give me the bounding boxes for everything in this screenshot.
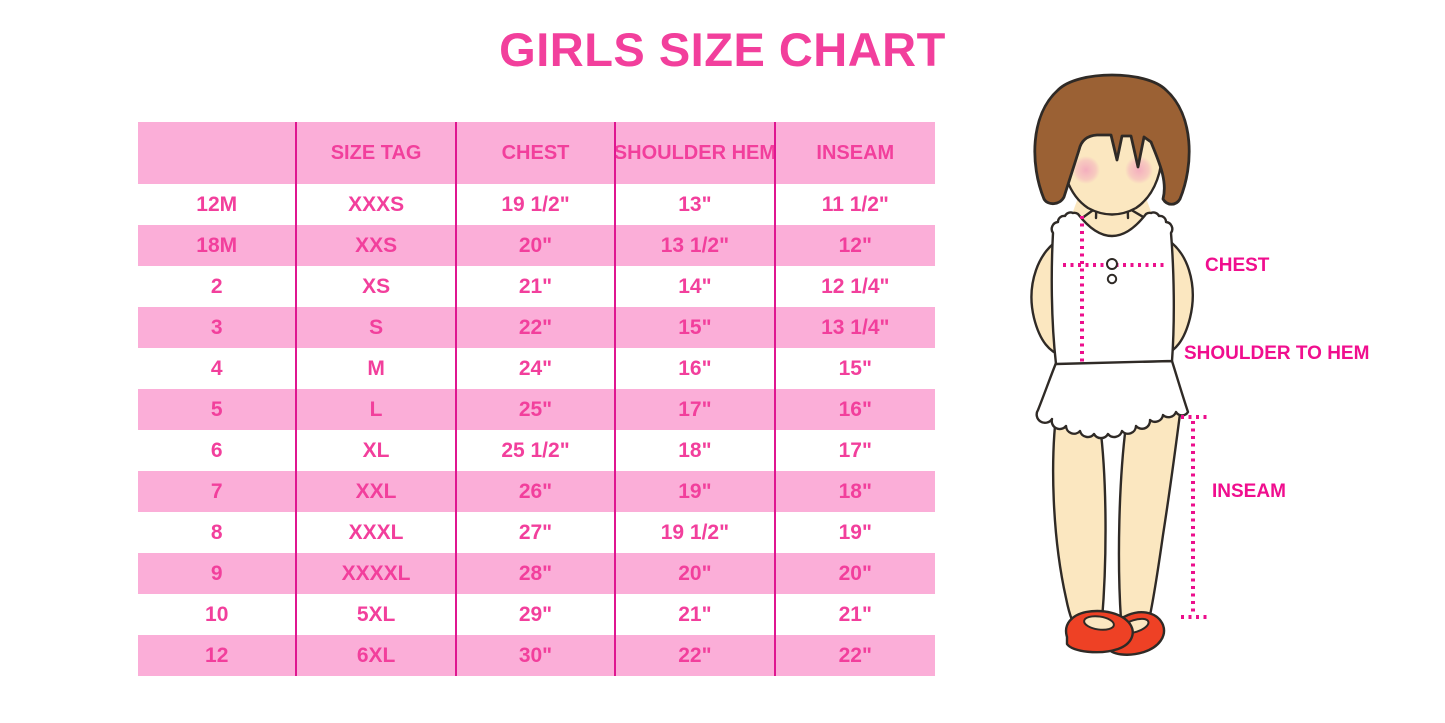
- measurement-cell: 18": [838, 479, 872, 503]
- size-row-7: 7 XXL 26" 19" 18": [138, 471, 935, 512]
- size-row-8: 8 XXXL 27" 19 1/2" 19": [138, 512, 935, 553]
- bodice-top: [1050, 211, 1176, 366]
- measurement-cell: 13": [616, 184, 776, 225]
- measurement-cell: XL: [297, 430, 457, 471]
- measurement-cell: 13 1/2": [616, 225, 776, 266]
- age-size-cell: 8: [138, 512, 298, 553]
- girl-measurement-illustration: CHEST SHOULDER TO HEM INSEAM: [960, 55, 1445, 723]
- column-header-size-tag: SIZE TAG: [297, 122, 457, 184]
- measurement-cell: 29": [457, 594, 617, 635]
- measurement-cell: 19": [838, 520, 872, 544]
- measurement-cell: 12 1/4": [821, 274, 890, 298]
- measurement-cell: 20": [838, 561, 872, 585]
- size-chart-table: SIZE TAG CHEST SHOULDER HEM INSEAM 12M XXXS 1…: [138, 122, 935, 676]
- measurement-cell: 30": [457, 635, 617, 676]
- column-header-age: [138, 122, 298, 184]
- left-shoe: [1064, 609, 1134, 654]
- age-size-cell: 5: [138, 389, 298, 430]
- size-row-6: 6 XL 25 1/2" 18" 17": [138, 430, 935, 471]
- size-row-3: 3 S 22" 15" 13 1/4": [138, 307, 935, 348]
- age-size-cell: 10: [138, 594, 298, 635]
- skirt-ruffle: [1035, 359, 1190, 440]
- column-header-shoulder-hem: SHOULDER HEM: [616, 122, 776, 184]
- measurement-cell: XXXS: [297, 184, 457, 225]
- age-size-cell: 7: [138, 471, 298, 512]
- measurement-cell: 21": [457, 266, 617, 307]
- top-button: [1106, 258, 1118, 270]
- right-leg: [1117, 398, 1183, 622]
- age-size-cell: 12: [138, 635, 298, 676]
- age-size-cell: 4: [138, 348, 298, 389]
- size-row-9: 9 XXXXL 28" 20" 20": [138, 553, 935, 594]
- age-size-cell: 2: [138, 266, 298, 307]
- table-body: 12M XXXS 19 1/2" 13" 11 1/2" 18M XXS 20" 13 1/2"…: [138, 184, 935, 676]
- measurement-cell: 22": [838, 643, 872, 667]
- measurement-cell: 14": [616, 266, 776, 307]
- measurement-cell: 19": [616, 471, 776, 512]
- age-size-cell: 9: [138, 553, 298, 594]
- page-title: GIRLS SIZE CHART: [499, 23, 946, 76]
- measurement-cell: 16": [838, 397, 872, 421]
- measurement-cell: 13 1/4": [821, 315, 890, 339]
- right-blush: [1125, 156, 1153, 184]
- age-size-cell: 12M: [138, 184, 298, 225]
- left-shoe-opening: [1083, 615, 1115, 631]
- girl-figure-svg: CHEST SHOULDER TO HEM INSEAM: [1030, 73, 1369, 656]
- measurement-cell: 19 1/2": [616, 512, 776, 553]
- measurement-cell: 27": [457, 512, 617, 553]
- measurement-cell: 15": [616, 307, 776, 348]
- size-row-10: 10 5XL 29" 21" 21": [138, 594, 935, 635]
- measurement-cell: XXXXL: [297, 553, 457, 594]
- measurement-cell: 22": [616, 635, 776, 676]
- measurement-cell: XXL: [297, 471, 457, 512]
- age-size-cell: 3: [138, 307, 298, 348]
- left-leg: [1051, 398, 1107, 622]
- measurement-cell: 21": [616, 594, 776, 635]
- age-size-cell: 6: [138, 430, 298, 471]
- age-size-cell: 18M: [138, 225, 298, 266]
- hair: [1033, 73, 1191, 206]
- measurement-cell: 21": [838, 602, 872, 626]
- size-row-2: 2 XS 21" 14" 12 1/4": [138, 266, 935, 307]
- measurement-cell: 16": [616, 348, 776, 389]
- measurement-cell: 25 1/2": [457, 430, 617, 471]
- measurement-cell: S: [297, 307, 457, 348]
- measurement-cell: 19 1/2": [457, 184, 617, 225]
- column-header-inseam: INSEAM: [816, 141, 895, 164]
- measurement-cell: M: [297, 348, 457, 389]
- chest-label: CHEST: [1205, 255, 1270, 276]
- measurement-cell: 22": [457, 307, 617, 348]
- column-header-chest: CHEST: [457, 122, 617, 184]
- measurement-cell: 17": [838, 438, 872, 462]
- measurement-cell: 26": [457, 471, 617, 512]
- size-row-4: 4 M 24" 16" 15": [138, 348, 935, 389]
- measurement-cell: 25": [457, 389, 617, 430]
- measurement-cell: 24": [457, 348, 617, 389]
- measurement-cell: L: [297, 389, 457, 430]
- measurement-cell: 28": [457, 553, 617, 594]
- measurement-cell: 5XL: [297, 594, 457, 635]
- bottom-button: [1106, 273, 1118, 285]
- measurement-cell: 11 1/2": [821, 192, 889, 216]
- measurement-cell: XXS: [297, 225, 457, 266]
- table-header-row: SIZE TAG CHEST SHOULDER HEM INSEAM: [138, 122, 935, 184]
- size-row-5: 5 L 25" 17" 16": [138, 389, 935, 430]
- measurement-cell: 20": [616, 553, 776, 594]
- measurement-cell: 12": [838, 233, 872, 257]
- measurement-cell: 17": [616, 389, 776, 430]
- shoulder-to-hem-label: SHOULDER TO HEM: [1184, 343, 1369, 364]
- measurement-cell: 6XL: [297, 635, 457, 676]
- measurement-cell: 15": [838, 356, 872, 380]
- inseam-label: INSEAM: [1212, 481, 1286, 502]
- measurement-cell: 20": [457, 225, 617, 266]
- measurement-cell: XS: [297, 266, 457, 307]
- size-row-18m: 18M XXS 20" 13 1/2" 12": [138, 225, 935, 266]
- size-row-12m: 12M XXXS 19 1/2" 13" 11 1/2": [138, 184, 935, 225]
- left-blush: [1072, 156, 1100, 184]
- measurement-cell: 18": [616, 430, 776, 471]
- size-row-12: 12 6XL 30" 22" 22": [138, 635, 935, 676]
- measurement-cell: XXXL: [297, 512, 457, 553]
